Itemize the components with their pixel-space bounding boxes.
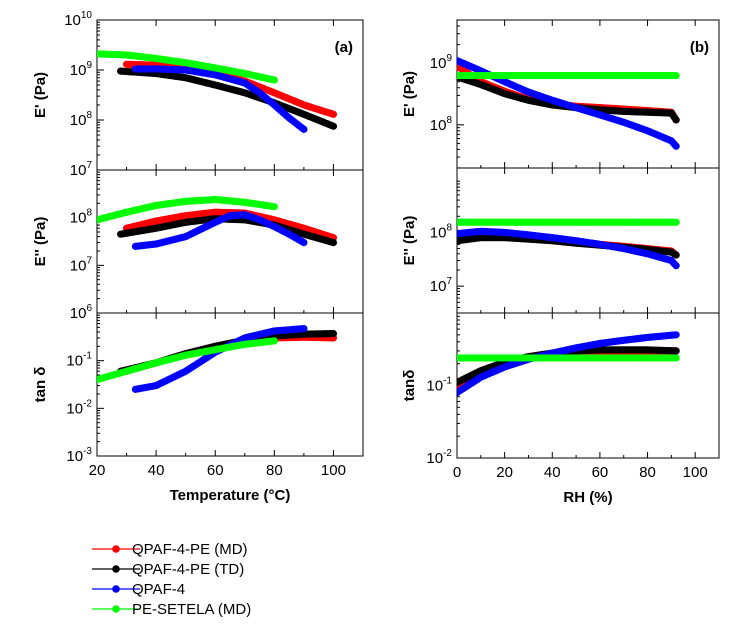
x-tick-label: 100 <box>683 464 708 481</box>
y-tick-label: 107 <box>70 255 93 274</box>
y-tick-label: 1010 <box>64 10 92 29</box>
y-tick-label: 109 <box>70 60 93 79</box>
series-pe-setela-md- <box>457 71 680 80</box>
series-pe-setela-md- <box>97 195 278 224</box>
data-point <box>300 325 308 333</box>
y-axis-title: E'' (Pa) <box>401 216 418 266</box>
panels: 1010 109 108 107 E' (Pa) (a) 108 107 106 E'' (Pa)… <box>32 10 720 506</box>
series-qpaf-4 <box>457 57 680 150</box>
series-pe-setela-md- <box>97 50 278 84</box>
data-point <box>300 125 308 133</box>
legend-item: QPAF-4-PE (MD) <box>92 541 248 558</box>
x-tick-label: 100 <box>321 462 346 479</box>
y-axis-title: E'' (Pa) <box>32 217 49 267</box>
panel-a-tand: 20 40 60 80 100 10-1 10-2 10-3 tan δ Temperature … <box>32 312 364 504</box>
data-point <box>270 337 278 345</box>
y-axis-title: E' (Pa) <box>32 72 49 118</box>
data-point <box>329 122 338 130</box>
series-pe-setela-md- <box>457 218 680 226</box>
data-point <box>672 331 680 339</box>
x-tick-label: 60 <box>592 464 609 481</box>
y-tick-label: 10-2 <box>426 448 452 467</box>
plot-frame <box>96 312 364 457</box>
legend-marker <box>112 605 120 613</box>
legend-label: QPAF-4-PE (MD) <box>132 541 248 558</box>
panel-label: (b) <box>690 39 709 56</box>
x-tick-label: 20 <box>496 464 513 481</box>
legend-label: PE-SETELA (MD) <box>132 601 251 618</box>
series-pe-setela-md- <box>97 337 278 384</box>
legend-marker <box>112 565 120 573</box>
series-qpaf-4 <box>457 227 680 270</box>
legend: QPAF-4-PE (MD) QPAF-4-PE (TD) QPAF-4 PE-SET… <box>92 541 251 618</box>
panel-a-loss: 108 107 106 E'' (Pa) <box>32 169 364 322</box>
legend-marker <box>112 545 120 553</box>
y-axis-title: tan δ <box>32 367 49 403</box>
legend-marker <box>112 585 120 593</box>
panel-b-loss: 108 107 E'' (Pa) <box>401 167 720 314</box>
y-axis-title: tanδ <box>401 370 418 402</box>
series-qpaf-4 <box>131 211 308 250</box>
x-tick-label: 80 <box>266 462 283 479</box>
x-axis-title: Temperature (°C) <box>170 487 291 504</box>
y-tick-label: 108 <box>70 110 93 129</box>
data-point <box>270 203 278 211</box>
data-point <box>270 76 278 84</box>
y-tick-label: 108 <box>430 115 453 134</box>
plot-frame <box>96 19 364 171</box>
data-point <box>329 329 338 338</box>
series-qpaf-4 <box>131 65 308 133</box>
data-point <box>672 347 680 355</box>
x-axis-title: RH (%) <box>563 489 612 506</box>
y-tick-label: 10-2 <box>66 398 92 417</box>
y-tick-label: 10-1 <box>66 351 92 370</box>
legend-label: QPAF-4-PE (TD) <box>132 561 244 578</box>
data-point <box>672 251 680 259</box>
panel-label: (a) <box>335 39 353 56</box>
y-tick-label: 108 <box>430 222 453 241</box>
data-point <box>672 71 680 80</box>
series-qpaf-4 <box>131 325 308 393</box>
series-pe-setela-md- <box>457 354 680 362</box>
y-tick-label: 106 <box>70 303 93 322</box>
x-tick-label: 40 <box>148 462 165 479</box>
data-point <box>672 354 680 362</box>
data-point <box>672 262 680 270</box>
panel-b-tand: 0 20 40 60 80 100 10-1 10-2 tanδ RH (%) <box>401 312 720 506</box>
data-point <box>300 238 308 247</box>
legend-item: QPAF-4 <box>92 581 185 598</box>
panel-b-storage: 109 108 E' (Pa) (b) <box>401 19 720 169</box>
legend-item: PE-SETELA (MD) <box>92 601 251 618</box>
series-qpaf-4 <box>457 331 680 397</box>
data-point <box>672 142 680 150</box>
x-tick-label: 0 <box>453 464 461 481</box>
y-tick-label: 109 <box>430 53 453 72</box>
panel-a-storage: 1010 109 108 107 E' (Pa) (a) <box>32 10 364 179</box>
y-tick-label: 10-3 <box>66 446 92 465</box>
x-tick-label: 40 <box>544 464 561 481</box>
series-qpaf-4-pe-td- <box>457 73 680 124</box>
data-point <box>329 238 338 247</box>
x-tick-label: 20 <box>89 462 106 479</box>
data-point <box>672 116 680 124</box>
y-axis-title: E' (Pa) <box>401 71 418 117</box>
x-tick-label: 80 <box>639 464 656 481</box>
x-tick-label: 60 <box>207 462 224 479</box>
legend-label: QPAF-4 <box>132 581 185 598</box>
data-point <box>329 110 338 118</box>
y-tick-label: 107 <box>430 276 453 295</box>
data-point <box>672 218 680 226</box>
y-tick-label: 108 <box>70 208 93 227</box>
legend-item: QPAF-4-PE (TD) <box>92 561 244 578</box>
y-tick-label: 10-1 <box>426 376 452 395</box>
y-tick-label: 107 <box>70 160 93 179</box>
